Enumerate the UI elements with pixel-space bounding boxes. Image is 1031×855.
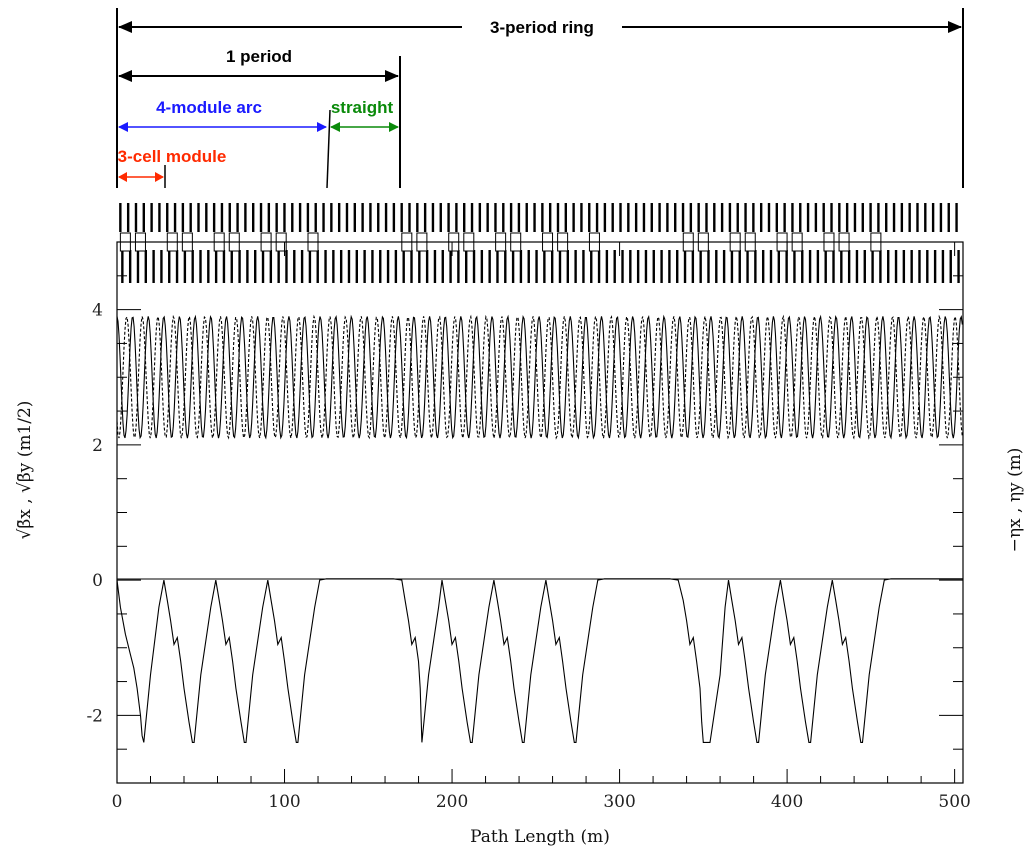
ring-label: 3-period ring [490, 18, 594, 37]
module-arrowhead-left [118, 172, 127, 182]
ring-arrowhead-left [118, 21, 132, 33]
straight-label: straight [331, 98, 394, 117]
period-label: 1 period [226, 47, 292, 66]
y-tick-label: 0 [92, 571, 103, 591]
x-tick-label: 0 [112, 792, 123, 812]
module-arrowhead-right [155, 172, 164, 182]
y-right-axis-title: −ηx , ηy (m) [1005, 448, 1025, 553]
ring-arrowhead-right [948, 21, 962, 33]
arc-arrowhead-left [118, 122, 128, 132]
y-tick-label: 2 [92, 436, 103, 456]
beta-y-line [116, 314, 963, 440]
y-left-axis-title: √β̄x , √β̄y (m1/2) [15, 401, 35, 540]
x-tick-label: 100 [268, 792, 300, 812]
dispersion-line [116, 578, 963, 743]
lattice-strip [117, 203, 963, 283]
arc-arrowhead-right [317, 122, 327, 132]
arc-end-right [326, 109, 331, 189]
y-tick-label: 4 [92, 301, 103, 321]
axis-ticks: 0 100 200 300 400 500 4 2 0 -2 [86, 241, 971, 812]
beta-x-line [116, 314, 963, 440]
x-tick-label: 200 [436, 792, 468, 812]
x-axis-title: Path Length (m) [470, 827, 610, 847]
module-label: 3-cell module [118, 147, 227, 166]
data-curves [116, 314, 963, 743]
period-arrowhead-left [118, 70, 132, 82]
arc-label: 4-module arc [156, 98, 262, 117]
y-tick-label: -2 [86, 706, 103, 726]
period-arrowhead-right [385, 70, 399, 82]
range-markers: 3-period ring 1 period 4-module arc stra… [116, 8, 964, 189]
straight-arrowhead-left [330, 122, 340, 132]
x-tick-label: 400 [771, 792, 803, 812]
x-tick-label: 300 [603, 792, 635, 812]
x-tick-label: 500 [938, 792, 970, 812]
straight-arrowhead-right [389, 122, 399, 132]
